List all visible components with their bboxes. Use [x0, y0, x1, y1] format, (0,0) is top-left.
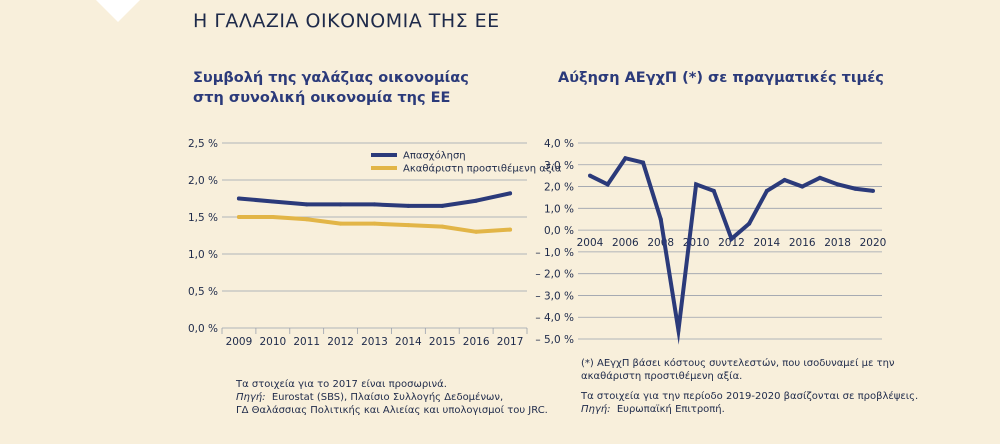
right-series-point [676, 328, 681, 333]
right-x-tick-label: 2006 [612, 237, 639, 249]
left-y-tick-label: 0,0 % [188, 323, 218, 335]
right-series-point [605, 182, 610, 187]
left-y-tick-label: 1,0 % [188, 249, 218, 261]
left-x-tick-label: 2012 [327, 336, 354, 348]
right-series-point [817, 175, 822, 180]
corner-tab-decoration [96, 0, 140, 22]
left-y-tick-label: 0,5 % [188, 286, 218, 298]
right-series-point [623, 156, 628, 161]
right-series-point [871, 188, 875, 193]
left-series-2-point [440, 224, 445, 229]
left-series-2-point [338, 221, 343, 226]
right-x-tick-label: 2020 [860, 237, 887, 249]
left-x-tick-label: 2009 [226, 336, 253, 348]
right-x-tick-label: 2012 [718, 237, 745, 249]
right-series-point [658, 217, 663, 222]
left-series-2-point [508, 227, 513, 232]
right-source-text: Ευρωπαϊκή Επιτροπή. [616, 404, 725, 415]
left-series-2-point [270, 215, 275, 219]
right-series-point [641, 160, 646, 165]
left-series-1-point [406, 203, 411, 208]
right-note-line2: ακαθάριστη προστιθέμενη αξία. [581, 371, 743, 382]
left-series-2-point [372, 221, 377, 226]
left-series-2-point [406, 223, 411, 228]
left-series-1-point [474, 198, 479, 203]
right-y-tick-label: – 1,0 % [535, 247, 574, 259]
left-note-line1: Τα στοιχεία για το 2017 είναι προσωρινά. [236, 379, 447, 390]
left-series-2-point [236, 215, 241, 219]
right-x-tick-label: 2018 [824, 237, 851, 249]
left-series-2-point [474, 229, 479, 234]
legend-label-1: Απασχόληση [403, 150, 466, 162]
left-series-1-point [236, 196, 241, 201]
left-y-tick-label: 1,5 % [188, 212, 218, 224]
left-chart-note: Τα στοιχεία για το 2017 είναι προσωρινά.… [236, 378, 548, 417]
right-series-point [853, 186, 858, 191]
right-source-label: Πηγή: [581, 404, 611, 415]
right-chart-title: Αύξηση ΑΕγχΠ (*) σε πραγματικές τιμές [558, 70, 884, 86]
right-series-point [800, 184, 805, 189]
right-x-tick-label: 2004 [577, 237, 604, 249]
left-x-tick-label: 2013 [361, 336, 388, 348]
left-note-source: Πηγή: Eurostat (SBS), Πλαίσιο Συλλογής Δ… [236, 391, 548, 404]
right-series-point [694, 182, 699, 187]
left-series-1-point [440, 203, 445, 208]
right-y-tick-label: 0,0 % [544, 225, 574, 237]
left-series-2-point [304, 217, 309, 222]
right-series-point [711, 188, 716, 193]
right-series-point [747, 221, 752, 226]
left-x-tick-label: 2017 [497, 336, 524, 348]
right-note-line3: Τα στοιχεία για την περίοδο 2019-2020 βα… [581, 391, 919, 402]
right-series-point [835, 182, 840, 187]
right-y-tick-label: 1,0 % [544, 203, 574, 215]
right-y-tick-label: – 5,0 % [535, 334, 574, 346]
left-series-1-point [338, 202, 343, 207]
left-series-1-point [270, 199, 275, 204]
right-x-tick-label: 2008 [647, 237, 674, 249]
left-source-line1: Eurostat (SBS), Πλαίσιο Συλλογής Δεδομέν… [271, 392, 504, 403]
right-series-point [729, 236, 734, 241]
right-y-tick-label: – 2,0 % [535, 269, 574, 281]
right-y-tick-label: 3,0 % [544, 160, 574, 172]
page-title: Η ΓΑΛΑΖΙΑ ΟΙΚΟΝΟΜΙΑ ΤΗΣ ΕΕ [193, 10, 500, 32]
left-series-1-point [508, 191, 513, 196]
right-series-point [588, 173, 592, 178]
right-y-tick-label: – 3,0 % [535, 290, 574, 302]
right-note-line1: (*) ΑΕγχΠ βάσει κόστους συντελεστών, που… [581, 358, 895, 369]
left-chart-title: Συμβολή της γαλάζιας οικονομίας στη συνο… [193, 68, 469, 108]
left-chart-title-line1: Συμβολή της γαλάζιας οικονομίας [193, 70, 469, 86]
right-series-point [782, 178, 787, 183]
right-series-point [764, 188, 769, 193]
left-y-tick-label: 2,0 % [188, 175, 218, 187]
left-source-label: Πηγή: [236, 392, 266, 403]
left-x-tick-label: 2016 [463, 336, 490, 348]
left-y-tick-label: 2,5 % [188, 138, 218, 150]
right-x-tick-label: 2016 [789, 237, 816, 249]
left-x-tick-label: 2015 [429, 336, 456, 348]
right-note-source: Πηγή: Ευρωπαϊκή Επιτροπή. [581, 403, 918, 416]
left-chart-title-line2: στη συνολική οικονομία της ΕΕ [193, 90, 451, 106]
legend-label-2: Ακαθάριστη προστιθέμενη αξία [403, 163, 562, 175]
right-chart-note: (*) ΑΕγχΠ βάσει κόστους συντελεστών, που… [581, 357, 918, 416]
left-series-1-point [304, 202, 309, 207]
right-y-tick-label: 2,0 % [544, 182, 574, 194]
left-x-tick-label: 2010 [259, 336, 286, 348]
left-series-1-point [372, 202, 377, 207]
right-x-tick-label: 2014 [754, 237, 781, 249]
left-x-tick-label: 2014 [395, 336, 422, 348]
left-x-tick-label: 2011 [293, 336, 320, 348]
right-y-tick-label: – 4,0 % [535, 312, 574, 324]
right-y-tick-label: 4,0 % [544, 138, 574, 150]
left-note-source-line2: ΓΔ Θαλάσσιας Πολιτικής και Αλιείας και υ… [236, 405, 548, 416]
